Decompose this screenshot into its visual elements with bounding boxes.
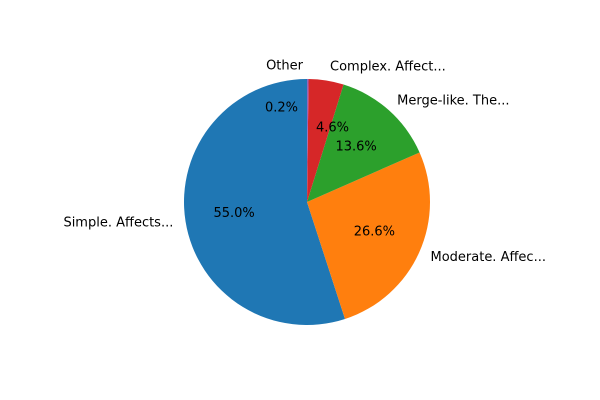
slice-label: Simple. Affects... [63, 216, 173, 231]
pie-slice [307, 79, 309, 202]
pie-slice [307, 152, 430, 319]
pie-slice [183, 79, 346, 325]
slice-percent-label: 55.0% [213, 206, 254, 221]
slice-label: Merge-like. The... [397, 94, 509, 109]
slice-percent-label: 13.6% [335, 139, 376, 154]
slice-percent-label: 26.6% [354, 225, 395, 240]
slice-label: Moderate. Affec... [430, 250, 545, 265]
slice-label: Other [266, 59, 304, 74]
slice-percent-label: 4.6% [316, 121, 349, 136]
pie-slice [307, 79, 344, 202]
slice-percent-label: 0.2% [265, 101, 298, 116]
pie-slice [307, 84, 420, 202]
slice-label: Complex. Affect... [330, 60, 446, 75]
